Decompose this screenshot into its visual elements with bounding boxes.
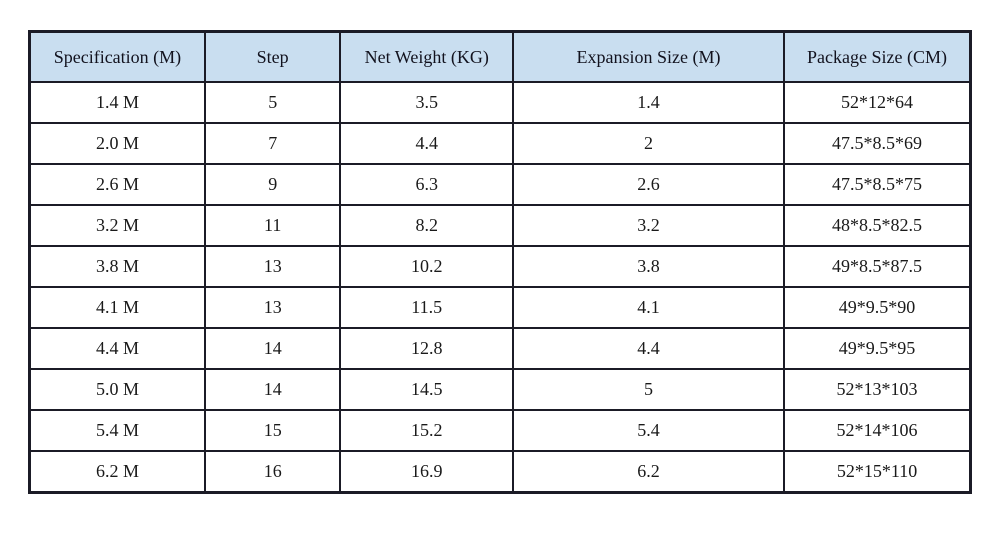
table-cell: 13 — [203, 286, 342, 329]
col-header-net-weight: Net Weight (KG) — [339, 30, 514, 83]
table-cell: 15.2 — [339, 409, 514, 452]
table-row: 1.4 M 5 3.5 1.4 52*12*64 — [28, 81, 972, 124]
table-row: 6.2 M 16 16.9 6.2 52*15*110 — [28, 450, 972, 494]
table-cell: 52*14*106 — [783, 409, 972, 452]
table-cell: 6.2 — [511, 450, 786, 494]
table-cell: 49*9.5*90 — [783, 286, 972, 329]
col-header-specification: Specification (M) — [28, 30, 206, 83]
table-cell: 7 — [203, 122, 342, 165]
table-cell: 49*8.5*87.5 — [783, 245, 972, 288]
table-cell: 52*12*64 — [783, 81, 972, 124]
table-cell: 2.6 M — [28, 163, 206, 206]
table-cell: 11 — [203, 204, 342, 247]
table-cell: 47.5*8.5*69 — [783, 122, 972, 165]
table-cell: 48*8.5*82.5 — [783, 204, 972, 247]
table-cell: 12.8 — [339, 327, 514, 370]
table-cell: 52*13*103 — [783, 368, 972, 411]
table-cell: 6.2 M — [28, 450, 206, 494]
table-row: 5.0 M 14 14.5 5 52*13*103 — [28, 368, 972, 411]
table-row: 3.8 M 13 10.2 3.8 49*8.5*87.5 — [28, 245, 972, 288]
table-cell: 1.4 — [511, 81, 786, 124]
table-row: 4.4 M 14 12.8 4.4 49*9.5*95 — [28, 327, 972, 370]
table-cell: 16.9 — [339, 450, 514, 494]
table-cell: 11.5 — [339, 286, 514, 329]
table-cell: 14 — [203, 327, 342, 370]
table-cell: 14 — [203, 368, 342, 411]
table-cell: 3.8 — [511, 245, 786, 288]
table-cell: 14.5 — [339, 368, 514, 411]
table-cell: 4.4 — [511, 327, 786, 370]
table-cell: 2.0 M — [28, 122, 206, 165]
table-cell: 4.1 — [511, 286, 786, 329]
header-row: Specification (M) Step Net Weight (KG) E… — [28, 30, 972, 83]
table-cell: 3.8 M — [28, 245, 206, 288]
table-cell: 47.5*8.5*75 — [783, 163, 972, 206]
col-header-package-size: Package Size (CM) — [783, 30, 972, 83]
table-cell: 3.2 — [511, 204, 786, 247]
table-cell: 5 — [203, 81, 342, 124]
table-cell: 16 — [203, 450, 342, 494]
table-cell: 8.2 — [339, 204, 514, 247]
table-cell: 13 — [203, 245, 342, 288]
table-cell: 5.4 — [511, 409, 786, 452]
table-cell: 49*9.5*95 — [783, 327, 972, 370]
table-cell: 3.2 M — [28, 204, 206, 247]
table-cell: 4.4 M — [28, 327, 206, 370]
table-row: 3.2 M 11 8.2 3.2 48*8.5*82.5 — [28, 204, 972, 247]
table-row: 4.1 M 13 11.5 4.1 49*9.5*90 — [28, 286, 972, 329]
table-cell: 4.1 M — [28, 286, 206, 329]
table-cell: 6.3 — [339, 163, 514, 206]
table-cell: 5.4 M — [28, 409, 206, 452]
table-cell: 2.6 — [511, 163, 786, 206]
table-row: 5.4 M 15 15.2 5.4 52*14*106 — [28, 409, 972, 452]
table-row: 2.0 M 7 4.4 2 47.5*8.5*69 — [28, 122, 972, 165]
table-cell: 15 — [203, 409, 342, 452]
table-cell: 3.5 — [339, 81, 514, 124]
table-cell: 10.2 — [339, 245, 514, 288]
col-header-expansion-size: Expansion Size (M) — [511, 30, 786, 83]
table-cell: 52*15*110 — [783, 450, 972, 494]
table-cell: 9 — [203, 163, 342, 206]
table-row: 2.6 M 9 6.3 2.6 47.5*8.5*75 — [28, 163, 972, 206]
table-cell: 5 — [511, 368, 786, 411]
table-body: 1.4 M 5 3.5 1.4 52*12*64 2.0 M 7 4.4 2 47.5*8.5*6… — [28, 81, 972, 494]
table-cell: 1.4 M — [28, 81, 206, 124]
table-cell: 2 — [511, 122, 786, 165]
table-cell: 4.4 — [339, 122, 514, 165]
table-cell: 5.0 M — [28, 368, 206, 411]
col-header-step: Step — [203, 30, 342, 83]
specification-table: Specification (M) Step Net Weight (KG) E… — [28, 30, 972, 494]
